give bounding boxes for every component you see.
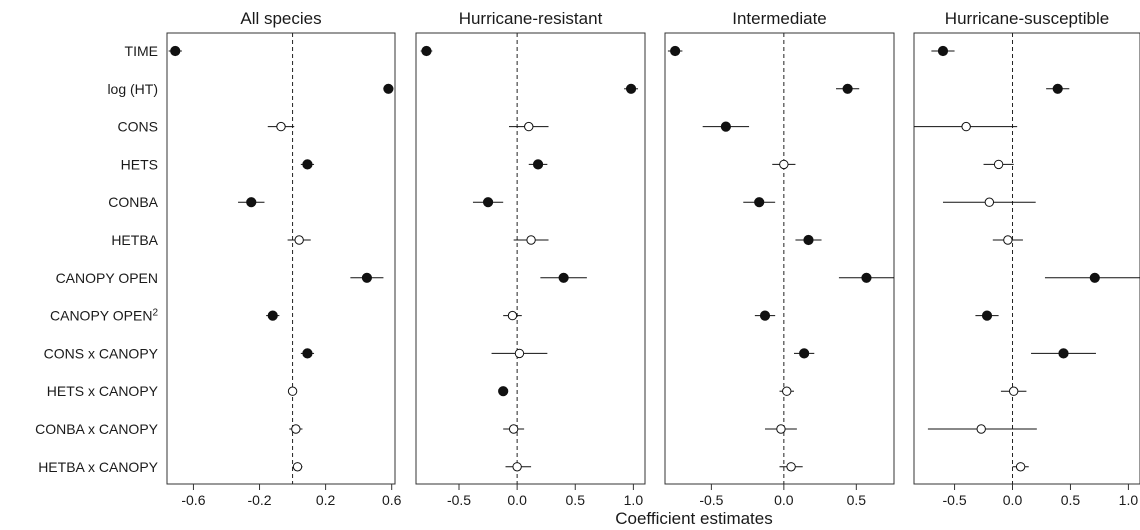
term-label-hets: HETS: [121, 156, 158, 172]
term-label-cons-x-canopy: CONS x CANOPY: [44, 345, 159, 361]
panel-intermediate-point-0: [670, 45, 681, 57]
panel-hurricane-resistant-point-6: [558, 272, 569, 283]
term-label-canopy-open: CANOPY OPEN: [56, 270, 158, 286]
panel-all-species-title: All species: [240, 9, 321, 28]
panel-hurricane-resistant-point-3: [532, 159, 544, 170]
panel-all-species-point-3: [302, 159, 313, 170]
panel-hurricane-resistant-title: Hurricane-resistant: [459, 9, 603, 28]
panel-hurricane-susceptible-point-7: [981, 310, 993, 321]
panel-intermediate-point-11: [786, 462, 796, 472]
panel-all-species-tick-label: -0.2: [247, 492, 271, 508]
panel-hurricane-resistant-point-2: [524, 121, 534, 132]
panel-intermediate-point-6: [861, 272, 872, 283]
panel-all-species-point-10: [291, 424, 301, 434]
panel-intermediate-point-5: [803, 234, 814, 246]
panel-hurricane-susceptible-point-6: [1089, 272, 1100, 283]
term-label-hets-x-canopy: HETS x CANOPY: [47, 383, 159, 399]
panel-hurricane-susceptible-point-4: [984, 197, 995, 207]
panel-hurricane-resistant-point-11: [512, 462, 522, 472]
panel-hurricane-susceptible-tick-label: 0.0: [1003, 492, 1023, 508]
term-label-hetba-x-canopy: HETBA x CANOPY: [38, 459, 158, 475]
panel-hurricane-resistant-point-1: [625, 83, 637, 94]
panel-hurricane-resistant-point-9: [498, 386, 509, 397]
panel-hurricane-susceptible-point-9: [1008, 386, 1019, 396]
panel-intermediate-tick-label: -0.5: [699, 492, 723, 508]
panel-hurricane-resistant-point-0: [421, 45, 432, 57]
panel-hurricane-resistant-tick-label: 0.0: [507, 492, 527, 508]
term-label-time: TIME: [125, 43, 158, 59]
panel-all-species-point-0: [170, 45, 181, 57]
panel-all-species-point-1: [383, 83, 394, 94]
term-label-cons: CONS: [118, 119, 158, 135]
panel-intermediate-point-2: [720, 121, 731, 132]
panel-intermediate-tick-label: 0.0: [774, 492, 794, 508]
panel-hurricane-susceptible-point-5: [1003, 235, 1013, 245]
panel-intermediate-point-3: [779, 159, 789, 170]
panel-hurricane-susceptible-point-11: [1015, 462, 1026, 472]
term-label-conba-x-canopy: CONBA x CANOPY: [35, 421, 159, 437]
panel-hurricane-resistant-frame: [415, 32, 646, 485]
term-label-hetba: HETBA: [111, 232, 158, 248]
panel-all-species-tick-label: 0.6: [382, 492, 402, 508]
panel-all-species-point-6: [361, 272, 373, 283]
panel-all-species-point-8: [302, 348, 313, 359]
panel-intermediate-point-9: [782, 386, 792, 396]
panel-all-species-point-5: [294, 235, 304, 245]
panel-hurricane-susceptible-point-2: [961, 121, 971, 132]
panel-all-species-frame: [166, 32, 396, 485]
panel-hurricane-resistant-point-4: [482, 197, 494, 208]
term-label-canopy-open-squared: CANOPY OPEN2: [50, 308, 158, 324]
panel-intermediate-point-4: [754, 197, 765, 208]
panel-hurricane-susceptible-frame: [913, 32, 1140, 485]
term-label-log-ht: log (HT): [107, 81, 158, 97]
panel-all-species-point-9: [287, 386, 298, 396]
panel-hurricane-resistant-tick-label: -0.5: [447, 492, 471, 508]
panel-intermediate-frame: [664, 32, 895, 485]
panel-hurricane-susceptible-point-1: [1052, 83, 1063, 94]
panel-all-species-point-4: [246, 197, 257, 208]
x-axis-label: Coefficient estimates: [615, 509, 772, 528]
panel-hurricane-susceptible-point-8: [1058, 348, 1069, 359]
panel-intermediate-point-1: [842, 83, 853, 94]
term-label-conba: CONBA: [108, 194, 158, 210]
panel-hurricane-susceptible-tick-label: -0.5: [943, 492, 967, 508]
panel-hurricane-susceptible-tick-label: 0.5: [1061, 492, 1081, 508]
panel-intermediate-point-8: [799, 348, 810, 359]
panel-hurricane-resistant-point-5: [526, 235, 536, 245]
panel-hurricane-resistant-tick-label: 0.5: [566, 492, 586, 508]
term-superscript: 2: [152, 308, 158, 319]
panel-intermediate-tick-label: 0.5: [847, 492, 867, 508]
panel-intermediate-title: Intermediate: [732, 9, 827, 28]
panel-all-species-point-2: [276, 121, 286, 132]
panel-hurricane-susceptible-point-10: [976, 424, 986, 434]
panel-intermediate-point-10: [776, 424, 786, 434]
panel-hurricane-susceptible-title: Hurricane-susceptible: [945, 9, 1109, 28]
panel-all-species-point-7: [267, 310, 278, 321]
panel-hurricane-resistant-point-7: [507, 310, 518, 321]
panel-hurricane-susceptible-point-0: [937, 45, 949, 57]
panel-hurricane-resistant-point-10: [508, 424, 519, 434]
panel-all-species-point-11: [292, 462, 303, 472]
panel-hurricane-susceptible-tick-label: 1.0: [1119, 492, 1139, 508]
panel-intermediate-point-7: [759, 310, 771, 321]
panel-hurricane-resistant-tick-label: 1.0: [624, 492, 644, 508]
panel-hurricane-resistant-point-8: [514, 348, 525, 359]
panel-all-species-tick-label: -0.6: [181, 492, 205, 508]
panel-hurricane-susceptible-point-3: [993, 159, 1004, 170]
panel-all-species-tick-label: 0.2: [316, 492, 336, 508]
